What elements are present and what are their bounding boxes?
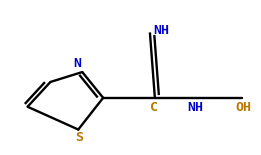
- Text: NH: NH: [188, 101, 204, 114]
- Text: S: S: [76, 131, 84, 144]
- Text: OH: OH: [236, 101, 252, 114]
- Text: C: C: [150, 101, 158, 114]
- Text: NH: NH: [153, 24, 170, 37]
- Text: N: N: [73, 57, 81, 70]
